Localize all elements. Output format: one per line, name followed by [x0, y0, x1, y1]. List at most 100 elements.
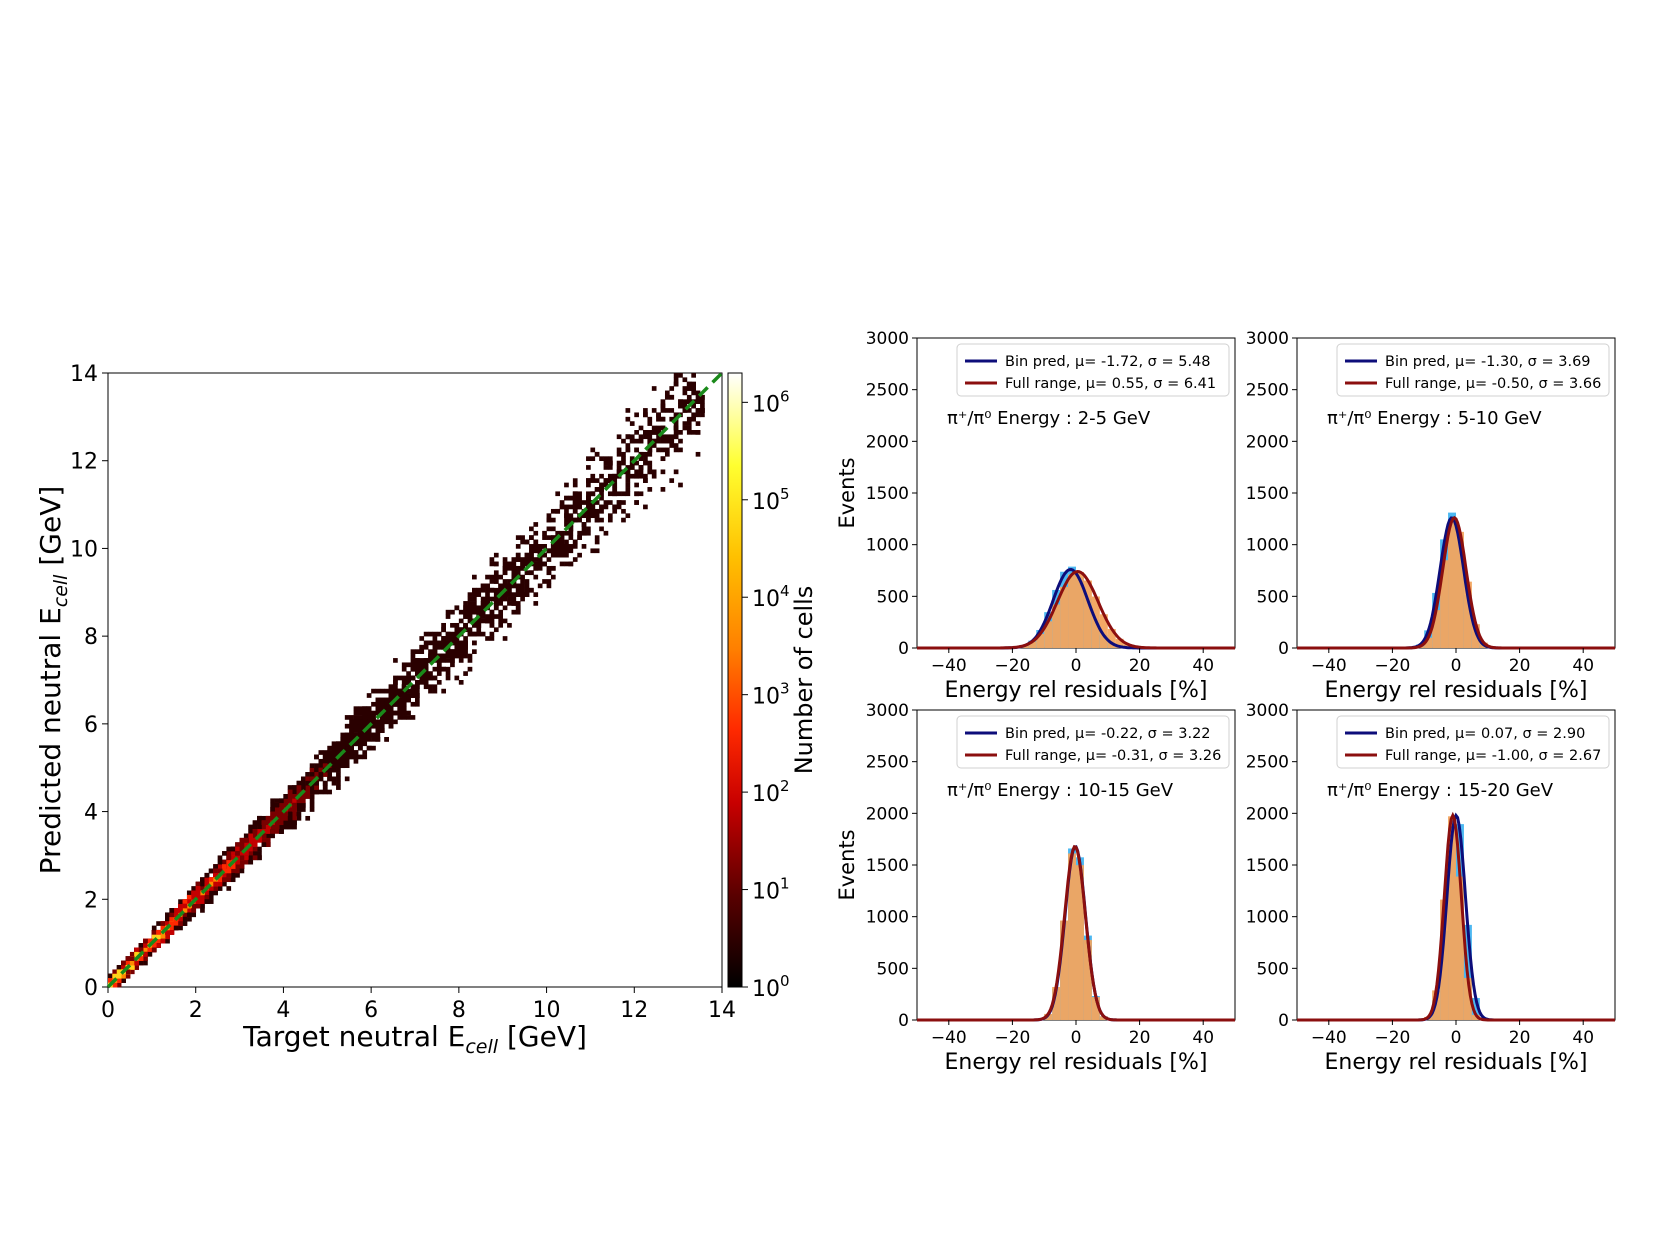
heatmap-cell: [669, 386, 675, 391]
heatmap-cell: [493, 561, 499, 567]
heatmap-cell: [226, 868, 232, 874]
heatmap-cell: [550, 574, 556, 580]
heatmap-cell: [564, 539, 569, 545]
heatmap-cell: [695, 394, 701, 400]
heatmap-cell: [388, 688, 394, 694]
heatmap-cell: [397, 715, 403, 720]
heatmap-cell: [248, 833, 254, 839]
heatmap-cell: [607, 473, 613, 479]
heatmap-cell: [682, 421, 688, 426]
heatmap-cell: [511, 574, 517, 580]
heatmap-cell: [410, 666, 416, 672]
heatmap-cell: [629, 465, 635, 470]
heatmap-cell: [331, 776, 337, 782]
heatmap-cell: [336, 745, 341, 751]
heatmap-cell: [143, 943, 148, 948]
heatmap-cell: [129, 951, 135, 957]
heatmap-cell: [686, 386, 692, 391]
heatmap-cell: [217, 868, 223, 874]
heatmap-cell: [156, 929, 161, 935]
heatmap-cell: [344, 745, 350, 751]
heatmap-cell: [274, 820, 280, 826]
heatmap-cell: [287, 794, 293, 799]
heatmap-cell: [419, 662, 425, 668]
heatmap-cell: [607, 513, 613, 519]
heatmap-cell: [656, 430, 661, 435]
heatmap-cell: [485, 596, 490, 602]
heatmap-cell: [524, 557, 530, 562]
heatmap-cell: [638, 451, 644, 457]
heatmap-cell: [265, 815, 271, 821]
heatmap-cell: [410, 688, 416, 694]
heatmap-cell: [445, 636, 451, 641]
x-tick-label: 0: [1451, 656, 1462, 676]
heatmap-cell: [230, 872, 236, 878]
heatmap-cell: [116, 978, 122, 983]
heatmap-cell: [160, 921, 166, 926]
legend-entry: Full range, μ= -1.00, σ = 2.67: [1385, 748, 1601, 764]
heatmap-cell: [379, 701, 385, 707]
heatmap-cell: [599, 526, 604, 532]
heatmap-cell: [686, 399, 692, 404]
y-tick-label: 4: [84, 801, 98, 826]
heatmap-cell: [515, 601, 521, 606]
heatmap-cell: [125, 973, 131, 979]
heatmap-cell: [533, 557, 539, 562]
heatmap-cell: [165, 916, 170, 922]
heatmap-cell: [450, 662, 455, 668]
heatmap-cell: [686, 408, 692, 413]
heatmap-cell: [160, 925, 166, 931]
heatmap-cell: [371, 745, 376, 751]
heatmap-cell: [208, 890, 214, 896]
heatmap-cell: [572, 495, 578, 501]
heatmap-cell: [357, 737, 363, 742]
heatmap-cell: [629, 421, 635, 426]
heatmap-cell: [195, 886, 201, 891]
heatmap-cell: [577, 517, 582, 523]
heatmap-cell: [463, 609, 468, 615]
heatmap-cell: [542, 552, 547, 558]
heatmap-cell: [590, 473, 596, 479]
y-tick-label: 3000: [866, 701, 909, 721]
heatmap-cell: [700, 408, 705, 413]
heatmap-cell: [432, 636, 438, 641]
heatmap-cell: [428, 649, 433, 654]
heatmap-cell: [362, 719, 368, 725]
heatmap-cell: [165, 934, 170, 940]
heatmap-cell: [485, 614, 490, 619]
heatmap-cell: [208, 894, 214, 900]
heatmap-cell: [349, 750, 354, 755]
heatmap-cell: [375, 719, 381, 725]
heatmap-cell: [393, 719, 398, 725]
heatmap-cell: [274, 807, 280, 812]
heatmap-cell: [515, 592, 521, 597]
heatmap-cell: [463, 601, 468, 606]
heatmap-cell: [125, 960, 131, 966]
heatmap-cell: [498, 622, 504, 628]
y-tick-label: 1000: [866, 536, 909, 556]
heatmap-cell: [515, 570, 521, 576]
heatmap-cell: [467, 653, 473, 659]
heatmap-cell: [537, 544, 543, 549]
heatmap-cell: [669, 478, 675, 483]
heatmap-cell: [121, 960, 126, 966]
heatmap-cell: [603, 478, 609, 483]
heatmap-cell: [428, 640, 433, 646]
heatmap-cell: [230, 855, 236, 861]
heatmap-cell: [401, 666, 407, 672]
heatmap-cell: [186, 912, 192, 918]
heatmap-cell: [480, 609, 486, 615]
heatmap-cell: [529, 570, 534, 576]
heatmap-cell: [638, 456, 644, 462]
colorbar-tick-label: 103: [752, 680, 790, 710]
heatmap-cell: [432, 640, 438, 646]
heatmap-cell: [252, 846, 258, 852]
heatmap-cell: [472, 601, 477, 606]
x-tick-label: 20: [1129, 656, 1151, 676]
heatmap-cell: [309, 763, 315, 769]
heatmap-cell: [112, 969, 118, 975]
heatmap-cell: [349, 745, 354, 751]
y-tick-label: 1500: [1246, 856, 1289, 876]
y-tick-label: 10: [70, 537, 98, 562]
heatmap-cell: [546, 570, 552, 576]
